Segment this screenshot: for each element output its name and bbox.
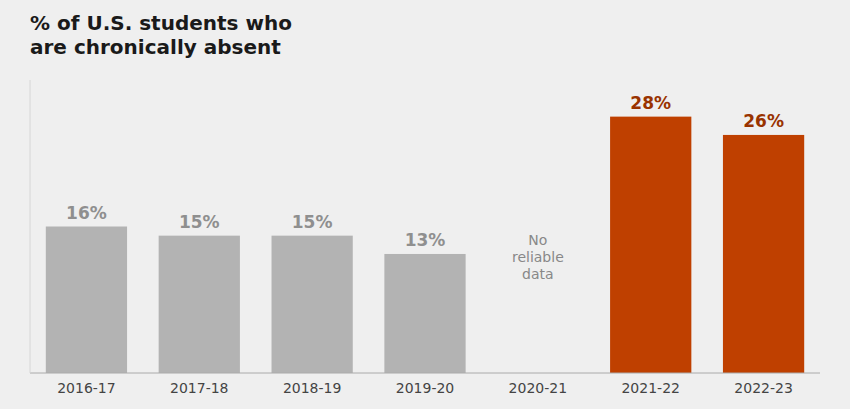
annotation-line: data	[522, 266, 554, 282]
y-axis-line	[30, 80, 31, 373]
bar	[159, 236, 240, 373]
x-tick-label: 2020-21	[509, 380, 568, 396]
annotation: Noreliabledata	[512, 232, 564, 282]
bar	[46, 227, 127, 374]
data-label: 26%	[743, 111, 784, 131]
bar	[610, 117, 691, 373]
data-label: 28%	[630, 93, 671, 113]
chart-container: % of U.S. students whoare chronically ab…	[0, 0, 850, 409]
title: % of U.S. students who	[30, 11, 292, 35]
background	[0, 0, 850, 409]
annotation-line: No	[528, 232, 547, 248]
x-axis-line	[30, 373, 820, 374]
bar	[272, 236, 353, 373]
data-label: 15%	[179, 212, 220, 232]
data-label: 16%	[66, 203, 107, 223]
x-tick-label: 2022-23	[734, 380, 793, 396]
x-tick-label: 2021-22	[621, 380, 680, 396]
data-label: 13%	[405, 230, 446, 250]
x-tick-label: 2019-20	[396, 380, 455, 396]
data-label: 15%	[292, 212, 333, 232]
annotation-line: reliable	[512, 249, 564, 265]
title: are chronically absent	[30, 35, 281, 59]
bars	[46, 117, 804, 373]
x-tick-label: 2018-19	[283, 380, 342, 396]
x-tick-label: 2016-17	[57, 380, 116, 396]
bar	[723, 135, 804, 373]
chart: % of U.S. students whoare chronically ab…	[0, 0, 850, 409]
x-tick-label: 2017-18	[170, 380, 229, 396]
bar	[384, 254, 465, 373]
